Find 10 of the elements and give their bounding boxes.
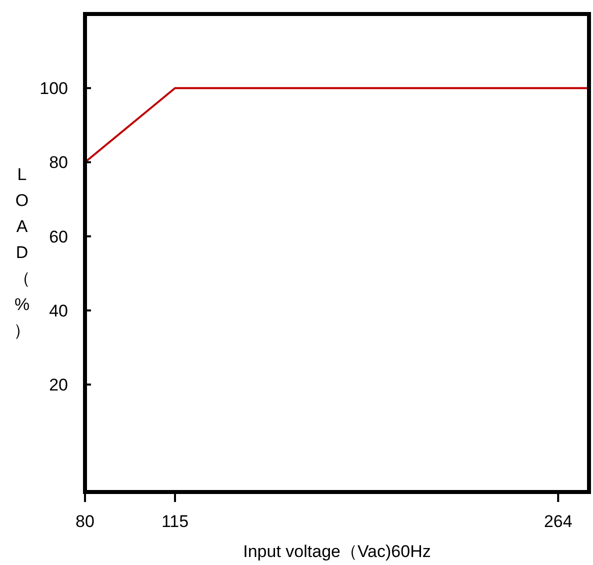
y-axis-title: LOAD（%） bbox=[14, 165, 30, 340]
x-tick-label: 115 bbox=[161, 512, 189, 531]
y-tick-label: 100 bbox=[40, 79, 68, 98]
y-tick-label: 40 bbox=[49, 301, 68, 320]
x-axis-title: Input voltage（Vac)60Hz bbox=[243, 542, 431, 561]
x-tick-label: 80 bbox=[76, 512, 94, 531]
y-tick-label: 80 bbox=[49, 153, 68, 172]
y-tick-label: 60 bbox=[49, 227, 68, 246]
y-tick-label: 20 bbox=[49, 375, 68, 394]
x-tick-label: 264 bbox=[544, 512, 572, 531]
